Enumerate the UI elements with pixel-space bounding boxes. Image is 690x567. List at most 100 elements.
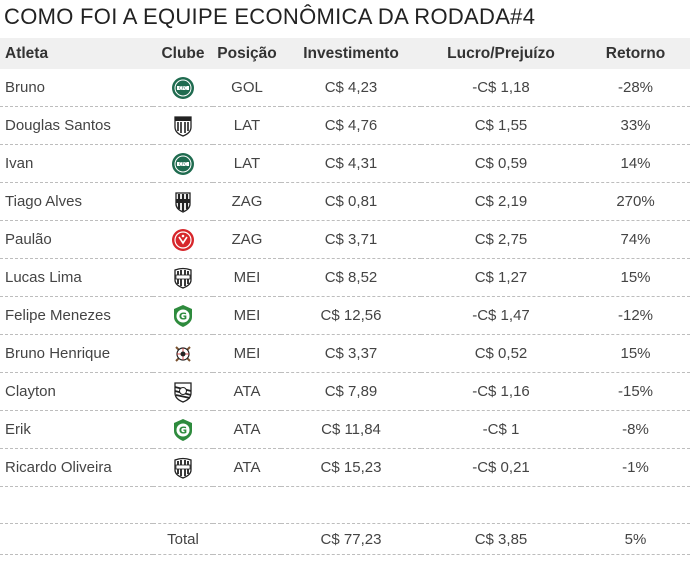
cell-posicao: LAT [213, 106, 281, 145]
cell-clube: CFC [153, 69, 213, 107]
cell-investimento: C$ 8,52 [281, 258, 421, 297]
cell-retorno: 15% [581, 334, 690, 373]
cell-investimento: C$ 15,23 [281, 448, 421, 487]
cell-lucro: -C$ 1,18 [421, 69, 581, 107]
cell-lucro: C$ 1,27 [421, 258, 581, 297]
goias-crest-icon: G [171, 418, 195, 442]
cell-posicao: ATA [213, 448, 281, 487]
table-row: Ricardo Oliveira ATA C$ 15,23 -C$ 0,21 -1% [0, 448, 690, 487]
table-row: Paulão ZAG C$ 3,71 C$ 2,75 74% [0, 220, 690, 259]
cell-clube [153, 106, 213, 145]
table-row: Clayton ATA C$ 7,89 -C$ 1,16 -15% [0, 372, 690, 411]
cell-lucro: -C$ 0,21 [421, 448, 581, 487]
goias-crest-icon: G [171, 304, 195, 328]
cell-lucro: -C$ 1,16 [421, 372, 581, 411]
total-lucro: C$ 3,85 [421, 523, 581, 555]
cell-atleta: Ricardo Oliveira [0, 448, 153, 487]
cell-clube [153, 258, 213, 297]
cell-retorno: -15% [581, 372, 690, 411]
cell-posicao: LAT [213, 144, 281, 183]
cell-clube [153, 182, 213, 221]
cell-retorno: 270% [581, 182, 690, 221]
cell-lucro: C$ 2,19 [421, 182, 581, 221]
cell-lucro: C$ 0,59 [421, 144, 581, 183]
cell-investimento: C$ 4,76 [281, 106, 421, 145]
table-header-row: Atleta Clube Posição Investimento Lucro/… [0, 38, 690, 69]
header-retorno: Retorno [605, 44, 666, 62]
table-row: Bruno CFC GOL C$ 4,23 -C$ 1,18 -28% [0, 69, 690, 107]
cell-atleta: Felipe Menezes [0, 296, 153, 335]
cell-posicao: ATA [213, 410, 281, 449]
cell-atleta: Tiago Alves [0, 182, 153, 221]
table-row: Tiago Alves ZAG C$ 0,81 C$ 2,19 270% [0, 182, 690, 221]
page-title: COMO FOI A EQUIPE ECONÔMICA DA RODADA#4 [4, 4, 536, 29]
cell-atleta: Clayton [0, 372, 153, 411]
cell-investimento: C$ 0,81 [281, 182, 421, 221]
santos-crest-icon [171, 266, 195, 290]
cell-lucro: C$ 2,75 [421, 220, 581, 259]
cell-retorno: 14% [581, 144, 690, 183]
table-row: Felipe Menezes G MEI C$ 12,56 -C$ 1,47 -12% [0, 296, 690, 335]
cell-investimento: C$ 3,71 [281, 220, 421, 259]
coritiba-crest-icon: CFC [171, 152, 195, 176]
cell-atleta: Lucas Lima [0, 258, 153, 297]
cell-lucro: C$ 0,52 [421, 334, 581, 373]
cell-investimento: C$ 4,31 [281, 144, 421, 183]
svg-text:G: G [179, 311, 187, 322]
coritiba-crest-icon: CFC [171, 76, 195, 100]
cell-atleta: Erik [0, 410, 153, 449]
cell-clube [153, 448, 213, 487]
cell-posicao: MEI [213, 334, 281, 373]
total-investimento: C$ 77,23 [281, 523, 421, 555]
cell-clube [153, 372, 213, 411]
total-row: Total C$ 77,23 C$ 3,85 5% [0, 523, 690, 555]
cell-investimento: C$ 3,37 [281, 334, 421, 373]
header-lucro: Lucro/Prejuízo [447, 44, 555, 62]
cell-atleta: Douglas Santos [0, 106, 153, 145]
table-row: Douglas Santos LAT C$ 4,76 C$ 1,55 33% [0, 106, 690, 145]
cell-clube: G [153, 296, 213, 335]
ponte-preta-crest-icon [171, 190, 195, 214]
cell-retorno: 74% [581, 220, 690, 259]
table-row: Ivan CFC LAT C$ 4,31 C$ 0,59 14% [0, 144, 690, 183]
table-row: Erik G ATA C$ 11,84 -C$ 1 -8% [0, 410, 690, 449]
cell-atleta: Ivan [0, 144, 153, 183]
cell-posicao: ZAG [213, 182, 281, 221]
cell-retorno: 33% [581, 106, 690, 145]
cell-lucro: -C$ 1 [421, 410, 581, 449]
empty-row [0, 486, 690, 524]
cell-lucro: -C$ 1,47 [421, 296, 581, 335]
cell-atleta: Paulão [0, 220, 153, 259]
cell-investimento: C$ 4,23 [281, 69, 421, 107]
cell-posicao: GOL [213, 69, 281, 107]
svg-text:CFC: CFC [179, 161, 187, 166]
header-atleta: Atleta [5, 44, 49, 62]
svg-text:CFC: CFC [179, 85, 187, 90]
economic-team-table: Atleta Clube Posição Investimento Lucro/… [0, 38, 690, 555]
svg-text:G: G [179, 425, 187, 436]
cell-posicao: MEI [213, 258, 281, 297]
header-posicao: Posição [217, 44, 277, 62]
cell-atleta: Bruno Henrique [0, 334, 153, 373]
cell-clube: CFC [153, 144, 213, 183]
cell-retorno: -8% [581, 410, 690, 449]
cell-investimento: C$ 12,56 [281, 296, 421, 335]
cell-retorno: -12% [581, 296, 690, 335]
internacional-crest-icon [171, 228, 195, 252]
cell-posicao: ZAG [213, 220, 281, 259]
cell-clube [153, 220, 213, 259]
header-investimento: Investimento [303, 44, 399, 62]
header-clube: Clube [161, 44, 205, 62]
cell-investimento: C$ 7,89 [281, 372, 421, 411]
cell-retorno: 15% [581, 258, 690, 297]
santos-crest-icon [171, 456, 195, 480]
cell-posicao: ATA [213, 372, 281, 411]
total-label: Total [153, 523, 213, 555]
table-row: Bruno Henrique MEI C$ 3,37 C$ 0,52 15% [0, 334, 690, 373]
cell-posicao: MEI [213, 296, 281, 335]
cell-retorno: -1% [581, 448, 690, 487]
cell-investimento: C$ 11,84 [281, 410, 421, 449]
table-row: Lucas Lima MEI C$ 8,52 C$ 1,27 15% [0, 258, 690, 297]
corinthians-crest-icon [171, 342, 195, 366]
cell-lucro: C$ 1,55 [421, 106, 581, 145]
